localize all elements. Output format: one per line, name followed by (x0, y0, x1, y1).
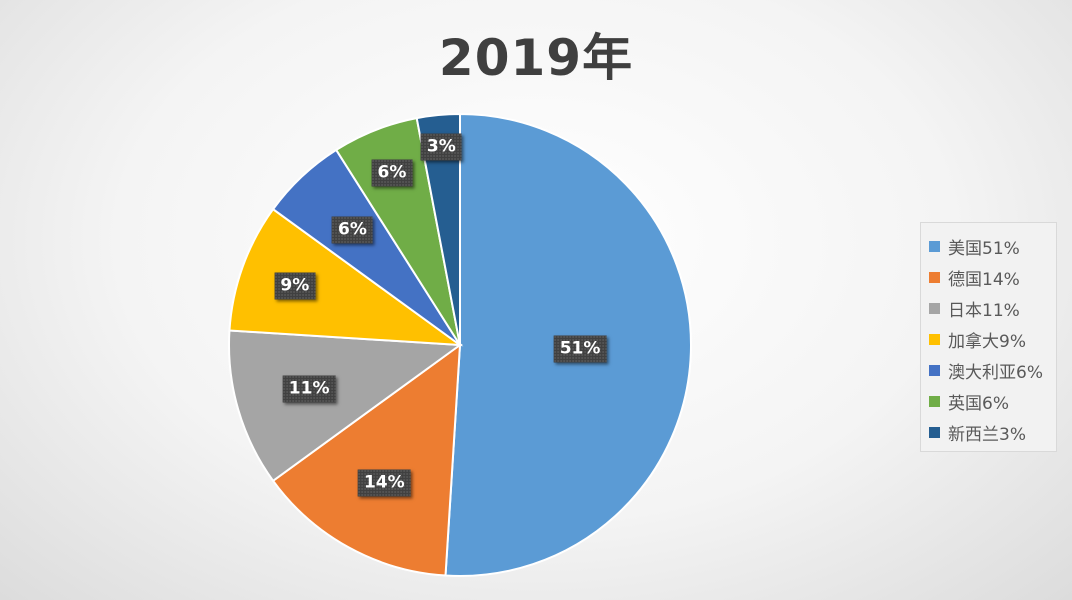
legend-label: 美国51% (948, 239, 1020, 259)
legend-label: 新西兰3% (948, 425, 1026, 445)
legend-label: 澳大利亚6% (948, 363, 1043, 383)
legend: 美国51% 德国14% 日本11% 加拿大9% 澳大利亚6% 英国6% 新西兰3% (920, 222, 1057, 452)
legend-item: 英国6% (929, 386, 1056, 417)
legend-item: 日本11% (929, 293, 1056, 324)
legend-swatch (929, 427, 940, 438)
legend-swatch (929, 365, 940, 376)
legend-label: 英国6% (948, 394, 1009, 414)
legend-item: 新西兰3% (929, 417, 1056, 448)
legend-item: 德国14% (929, 262, 1056, 293)
data-label: 51% (553, 335, 607, 363)
pie-slice (228, 207, 464, 347)
legend-label: 加拿大9% (948, 332, 1026, 352)
legend-item: 美国51% (929, 231, 1056, 262)
pie-slice (271, 342, 462, 577)
legend-swatch (929, 241, 940, 252)
data-label: 9% (274, 272, 316, 300)
legend-label: 德国14% (948, 270, 1020, 290)
pie-slice (415, 112, 461, 346)
data-label: 11% (282, 375, 336, 403)
legend-swatch (929, 303, 940, 314)
data-label: 6% (332, 216, 373, 244)
chart-title: 2019年 (438, 29, 634, 87)
data-label: 3% (420, 133, 462, 161)
legend-item: 澳大利亚6% (929, 355, 1056, 386)
legend-swatch (929, 396, 940, 407)
legend-item: 加拿大9% (929, 324, 1056, 355)
legend-label: 日本11% (948, 301, 1020, 321)
legend-swatch (929, 272, 940, 283)
data-label: 14% (357, 469, 411, 497)
data-label: 6% (371, 159, 413, 187)
legend-swatch (929, 334, 940, 345)
pie-slice (228, 329, 463, 483)
